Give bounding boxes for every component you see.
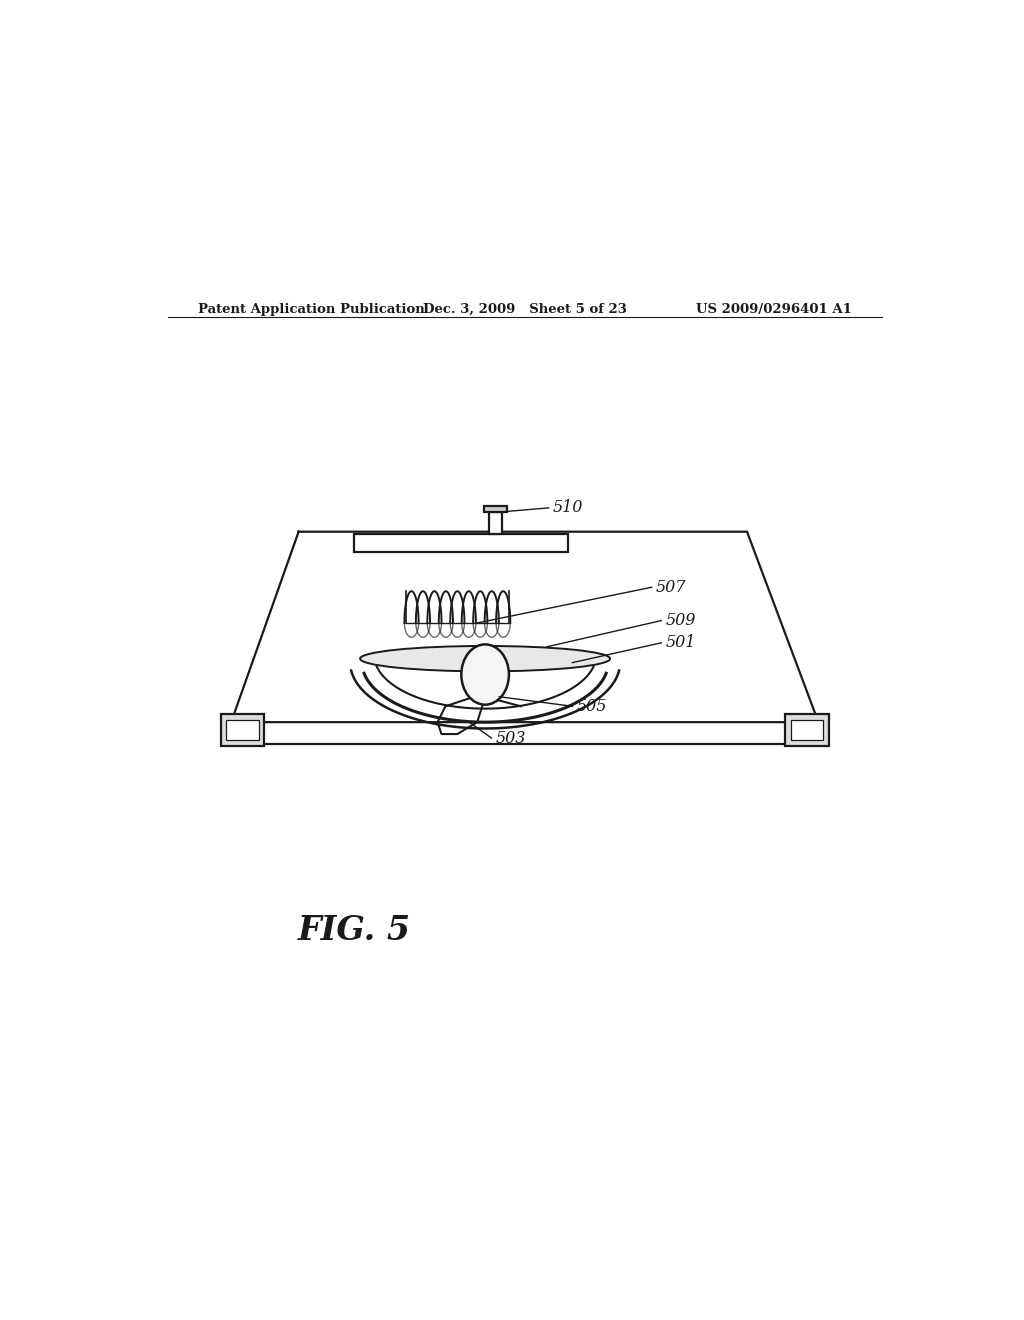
Text: 503: 503 <box>496 730 525 747</box>
Bar <box>475 651 495 660</box>
Text: US 2009/0296401 A1: US 2009/0296401 A1 <box>696 304 852 315</box>
Text: Patent Application Publication: Patent Application Publication <box>198 304 425 315</box>
Text: 505: 505 <box>577 698 607 715</box>
Bar <box>489 512 502 535</box>
Bar <box>785 714 828 746</box>
Bar <box>354 535 568 552</box>
Text: 501: 501 <box>666 635 695 651</box>
Bar <box>221 714 264 746</box>
Text: FIG. 5: FIG. 5 <box>298 913 411 946</box>
Text: Dec. 3, 2009   Sheet 5 of 23: Dec. 3, 2009 Sheet 5 of 23 <box>423 304 627 315</box>
Text: 510: 510 <box>553 499 583 516</box>
Text: 509: 509 <box>666 612 695 630</box>
Bar <box>483 507 507 512</box>
Bar <box>226 719 259 741</box>
Ellipse shape <box>360 645 610 672</box>
Text: 507: 507 <box>655 578 686 595</box>
Ellipse shape <box>461 644 509 705</box>
Bar <box>791 719 823 741</box>
